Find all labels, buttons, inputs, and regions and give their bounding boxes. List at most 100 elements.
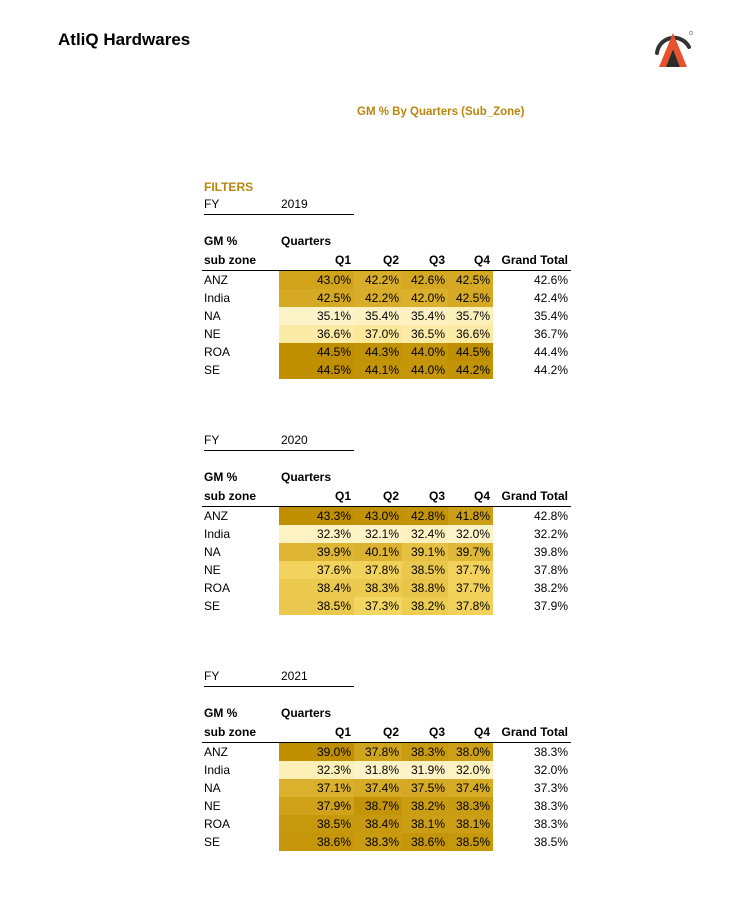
fy-filter-row[interactable]: FY 2020 [204, 432, 354, 451]
gm-cell-q4[interactable]: 32.0% [448, 761, 493, 779]
gm-cell-q2[interactable]: 43.0% [354, 507, 402, 525]
gm-cell-q4[interactable]: 37.7% [448, 561, 493, 579]
fy-value[interactable]: 2020 [281, 433, 308, 447]
gm-cell-q1[interactable]: 37.1% [279, 779, 354, 797]
gm-cell-q3[interactable]: 31.9% [402, 761, 448, 779]
gm-cell-q1[interactable]: 39.0% [279, 743, 354, 761]
table-row[interactable]: SE 44.5% 44.1% 44.0% 44.2% 44.2% [202, 361, 571, 379]
gm-cell-q3[interactable]: 42.8% [402, 507, 448, 525]
gm-cell-q2[interactable]: 37.3% [354, 597, 402, 615]
gm-cell-q4[interactable]: 39.7% [448, 543, 493, 561]
gm-cell-q3[interactable]: 36.5% [402, 325, 448, 343]
gm-cell-q1[interactable]: 38.6% [279, 833, 354, 851]
fy-filter-row[interactable]: FY 2021 [204, 668, 354, 687]
table-row[interactable]: India 32.3% 31.8% 31.9% 32.0% 32.0% [202, 761, 571, 779]
grand-total-cell: 38.2% [533, 581, 568, 595]
gm-cell-q4[interactable]: 35.7% [448, 307, 493, 325]
gm-cell-q2[interactable]: 31.8% [354, 761, 402, 779]
gm-cell-q1[interactable]: 36.6% [279, 325, 354, 343]
gm-cell-q3[interactable]: 38.6% [402, 833, 448, 851]
fy-filter-row[interactable]: FY 2019 [204, 196, 354, 215]
gm-cell-q3[interactable]: 44.0% [402, 343, 448, 361]
gm-cell-q1[interactable]: 38.5% [279, 597, 354, 615]
gm-cell-q4[interactable]: 37.7% [448, 579, 493, 597]
gm-cell-q3[interactable]: 37.5% [402, 779, 448, 797]
table-row[interactable]: India 42.5% 42.2% 42.0% 42.5% 42.4% [202, 289, 571, 307]
gm-cell-q1[interactable]: 44.5% [279, 361, 354, 379]
table-row[interactable]: ROA 38.5% 38.4% 38.1% 38.1% 38.3% [202, 815, 571, 833]
gm-cell-q1[interactable]: 43.0% [279, 271, 354, 289]
gm-cell-q3[interactable]: 38.1% [402, 815, 448, 833]
gm-cell-q4[interactable]: 37.8% [448, 597, 493, 615]
table-row[interactable]: NA 39.9% 40.1% 39.1% 39.7% 39.8% [202, 543, 571, 561]
table-row[interactable]: SE 38.5% 37.3% 38.2% 37.8% 37.9% [202, 597, 571, 615]
gm-cell-q4[interactable]: 32.0% [448, 525, 493, 543]
gm-cell-q1[interactable]: 37.9% [279, 797, 354, 815]
gm-cell-q2[interactable]: 38.3% [354, 833, 402, 851]
gm-cell-q1[interactable]: 35.1% [279, 307, 354, 325]
gm-cell-q2[interactable]: 40.1% [354, 543, 402, 561]
table-row[interactable]: ANZ 43.3% 43.0% 42.8% 41.8% 42.8% [202, 507, 571, 525]
gm-cell-q4[interactable]: 44.2% [448, 361, 493, 379]
gm-cell-q2[interactable]: 37.8% [354, 743, 402, 761]
gm-cell-q2[interactable]: 38.3% [354, 579, 402, 597]
table-row[interactable]: NE 36.6% 37.0% 36.5% 36.6% 36.7% [202, 325, 571, 343]
gm-cell-q2[interactable]: 35.4% [354, 307, 402, 325]
gm-cell-q1[interactable]: 43.3% [279, 507, 354, 525]
gm-cell-q3[interactable]: 38.3% [402, 743, 448, 761]
gm-cell-q3[interactable]: 39.1% [402, 543, 448, 561]
fy-value[interactable]: 2021 [281, 669, 308, 683]
gm-cell-q2[interactable]: 37.4% [354, 779, 402, 797]
gm-cell-q4[interactable]: 42.5% [448, 289, 493, 307]
gm-cell-q2[interactable]: 38.7% [354, 797, 402, 815]
gm-cell-q4[interactable]: 38.0% [448, 743, 493, 761]
gm-cell-q1[interactable]: 32.3% [279, 761, 354, 779]
gm-cell-q3[interactable]: 42.6% [402, 271, 448, 289]
gm-cell-q2[interactable]: 42.2% [354, 289, 402, 307]
gm-cell-q4[interactable]: 42.5% [448, 271, 493, 289]
gm-cell-q4[interactable]: 36.6% [448, 325, 493, 343]
gm-cell-q1[interactable]: 38.5% [279, 815, 354, 833]
gm-cell-q4[interactable]: 41.8% [448, 507, 493, 525]
atliq-logo-icon [655, 31, 693, 67]
table-row[interactable]: SE 38.6% 38.3% 38.6% 38.5% 38.5% [202, 833, 571, 851]
gm-cell-q2[interactable]: 44.1% [354, 361, 402, 379]
sub-zone-name: SE [204, 835, 221, 849]
gm-cell-q3[interactable]: 42.0% [402, 289, 448, 307]
grand-total-cell: 42.8% [533, 509, 568, 523]
gm-cell-q2[interactable]: 32.1% [354, 525, 402, 543]
gm-cell-q1[interactable]: 37.6% [279, 561, 354, 579]
gm-cell-q3[interactable]: 38.8% [402, 579, 448, 597]
gm-cell-q4[interactable]: 38.1% [448, 815, 493, 833]
table-row[interactable]: NA 37.1% 37.4% 37.5% 37.4% 37.3% [202, 779, 571, 797]
gm-cell-q2[interactable]: 44.3% [354, 343, 402, 361]
gm-cell-q4[interactable]: 38.5% [448, 833, 493, 851]
gm-cell-q1[interactable]: 38.4% [279, 579, 354, 597]
gm-cell-q3[interactable]: 38.5% [402, 561, 448, 579]
table-row[interactable]: NE 37.9% 38.7% 38.2% 38.3% 38.3% [202, 797, 571, 815]
gm-cell-q2[interactable]: 37.8% [354, 561, 402, 579]
gm-cell-q4[interactable]: 38.3% [448, 797, 493, 815]
gm-cell-q1[interactable]: 32.3% [279, 525, 354, 543]
gm-cell-q4[interactable]: 44.5% [448, 343, 493, 361]
gm-cell-q1[interactable]: 42.5% [279, 289, 354, 307]
gm-cell-q4[interactable]: 37.4% [448, 779, 493, 797]
gm-cell-q2[interactable]: 38.4% [354, 815, 402, 833]
gm-cell-q2[interactable]: 42.2% [354, 271, 402, 289]
gm-cell-q3[interactable]: 38.2% [402, 597, 448, 615]
table-row[interactable]: ANZ 39.0% 37.8% 38.3% 38.0% 38.3% [202, 743, 571, 761]
gm-cell-q1[interactable]: 44.5% [279, 343, 354, 361]
gm-cell-q3[interactable]: 35.4% [402, 307, 448, 325]
table-row[interactable]: ANZ 43.0% 42.2% 42.6% 42.5% 42.6% [202, 271, 571, 289]
table-row[interactable]: ROA 44.5% 44.3% 44.0% 44.5% 44.4% [202, 343, 571, 361]
table-row[interactable]: NE 37.6% 37.8% 38.5% 37.7% 37.8% [202, 561, 571, 579]
gm-cell-q1[interactable]: 39.9% [279, 543, 354, 561]
gm-cell-q3[interactable]: 44.0% [402, 361, 448, 379]
table-row[interactable]: India 32.3% 32.1% 32.4% 32.0% 32.2% [202, 525, 571, 543]
fy-value[interactable]: 2019 [281, 197, 308, 211]
gm-cell-q3[interactable]: 38.2% [402, 797, 448, 815]
gm-cell-q3[interactable]: 32.4% [402, 525, 448, 543]
gm-cell-q2[interactable]: 37.0% [354, 325, 402, 343]
table-row[interactable]: NA 35.1% 35.4% 35.4% 35.7% 35.4% [202, 307, 571, 325]
table-row[interactable]: ROA 38.4% 38.3% 38.8% 37.7% 38.2% [202, 579, 571, 597]
